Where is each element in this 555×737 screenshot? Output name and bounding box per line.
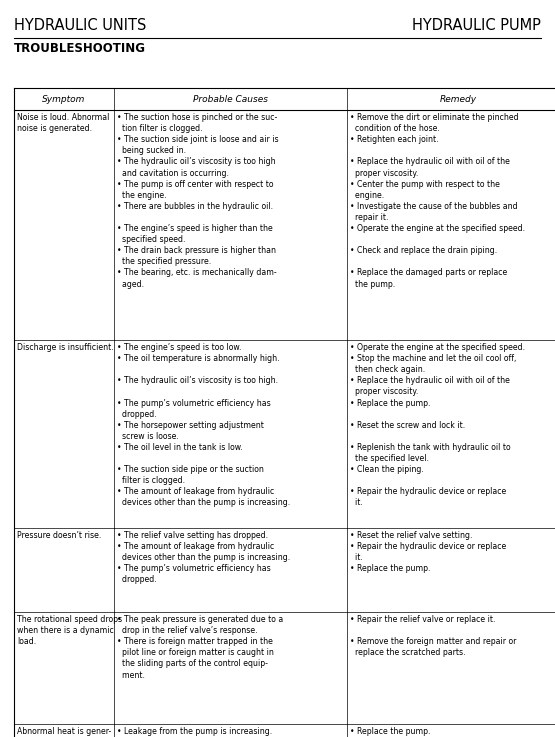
- Text: • Operate the engine at the specified speed.
• Stop the machine and let the oil : • Operate the engine at the specified sp…: [350, 343, 525, 507]
- Text: HYDRAULIC PUMP: HYDRAULIC PUMP: [412, 18, 541, 33]
- Text: TROUBLESHOOTING: TROUBLESHOOTING: [14, 42, 146, 55]
- Text: Abnormal heat is gener-
ated.: Abnormal heat is gener- ated.: [17, 727, 111, 737]
- Text: Noise is loud. Abnormal
noise is generated.: Noise is loud. Abnormal noise is generat…: [17, 113, 109, 133]
- Text: • The peak pressure is generated due to a
  drop in the relief valve’s response.: • The peak pressure is generated due to …: [117, 615, 283, 680]
- Text: The rotational speed drops
when there is a dynamic
load.: The rotational speed drops when there is…: [17, 615, 122, 646]
- Text: • Repair the relief valve or replace it.

• Remove the foreign matter and repair: • Repair the relief valve or replace it.…: [350, 615, 516, 657]
- Text: • Remove the dirt or eliminate the pinched
  condition of the hose.
• Retighten : • Remove the dirt or eliminate the pinch…: [350, 113, 525, 288]
- Text: • Leakage from the pump is increasing.
• The bearings, etc. are mechanically dam: • Leakage from the pump is increasing. •…: [117, 727, 287, 737]
- Text: HYDRAULIC UNITS: HYDRAULIC UNITS: [14, 18, 147, 33]
- Text: Remedy: Remedy: [440, 94, 477, 103]
- Text: • The suction hose is pinched or the suc-
  tion filter is clogged.
• The suctio: • The suction hose is pinched or the suc…: [117, 113, 279, 288]
- Text: Probable Causes: Probable Causes: [193, 94, 268, 103]
- Text: • Replace the pump.
• Replace the damaged parts or replace
  the pump.
• Replace: • Replace the pump. • Replace the damage…: [350, 727, 507, 737]
- Text: • The engine’s speed is too low.
• The oil temperature is abnormally high.

• Th: • The engine’s speed is too low. • The o…: [117, 343, 290, 507]
- Text: Discharge is insufficient.: Discharge is insufficient.: [17, 343, 114, 352]
- Text: Symptom: Symptom: [42, 94, 85, 103]
- Text: • The relief valve setting has dropped.
• The amount of leakage from hydraulic
 : • The relief valve setting has dropped. …: [117, 531, 290, 584]
- Text: • Reset the relief valve setting.
• Repair the hydraulic device or replace
  it.: • Reset the relief valve setting. • Repa…: [350, 531, 506, 573]
- Text: Pressure doesn’t rise.: Pressure doesn’t rise.: [17, 531, 102, 540]
